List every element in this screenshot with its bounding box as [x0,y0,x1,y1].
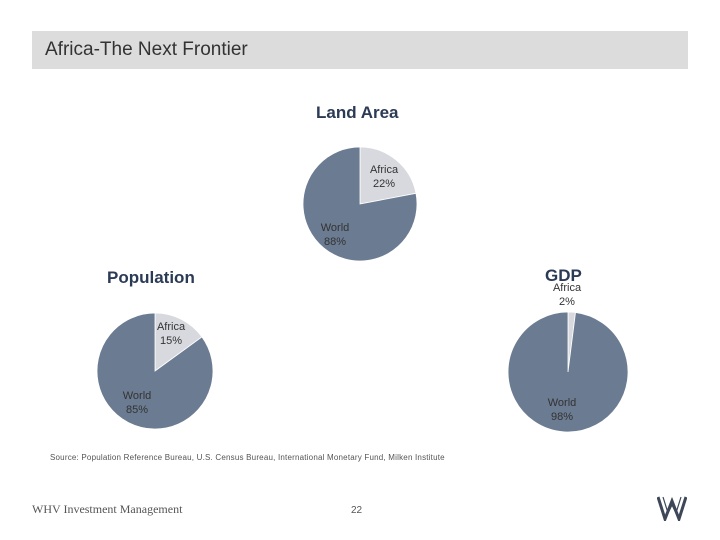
gdp-pie [507,311,629,433]
gdp-slice-world [507,311,629,433]
land-area-africa-name: Africa [369,164,399,176]
land-area-world-name: World [320,222,350,234]
gdp-africa-name: Africa [552,282,582,294]
land-area-world-label: World 88% [309,221,361,249]
title-bar: Africa-The Next Frontier [32,31,688,69]
land-area-chart-title: Land Area [316,103,399,122]
gdp-world-label: World 98% [536,396,588,424]
whv-logo-icon [657,496,687,521]
population-africa-label: Africa 15% [145,320,197,348]
land-area-slice-africa [359,146,417,205]
footer-brand: WHV Investment Management [32,502,183,516]
population-world-name: World [122,390,152,402]
population-world-pct: 85% [125,404,149,416]
source-note: Source: Population Reference Bureau, U.S… [50,453,445,462]
population-slice-africa [154,312,203,372]
land-area-africa-label: Africa 22% [358,163,410,191]
gdp-chart-title: GDP [545,266,582,285]
land-area-world-pct: 88% [323,236,347,248]
gdp-africa-pct: 2% [559,296,575,308]
gdp-africa-label: Africa 2% [541,281,593,309]
population-world-label: World 85% [111,389,163,417]
gdp-world-name: World [547,397,577,409]
gdp-world-pct: 98% [550,411,574,423]
land-area-pie [302,146,418,262]
land-area-slice-world [302,146,418,262]
page-number: 22 [351,505,363,516]
population-africa-name: Africa [156,321,186,333]
land-area-africa-pct: 22% [372,178,396,190]
population-slice-world [96,312,214,430]
population-pie [96,312,214,430]
population-africa-pct: 15% [159,335,183,347]
slide-title: Africa-The Next Frontier [45,39,248,60]
population-chart-title: Population [107,268,195,287]
